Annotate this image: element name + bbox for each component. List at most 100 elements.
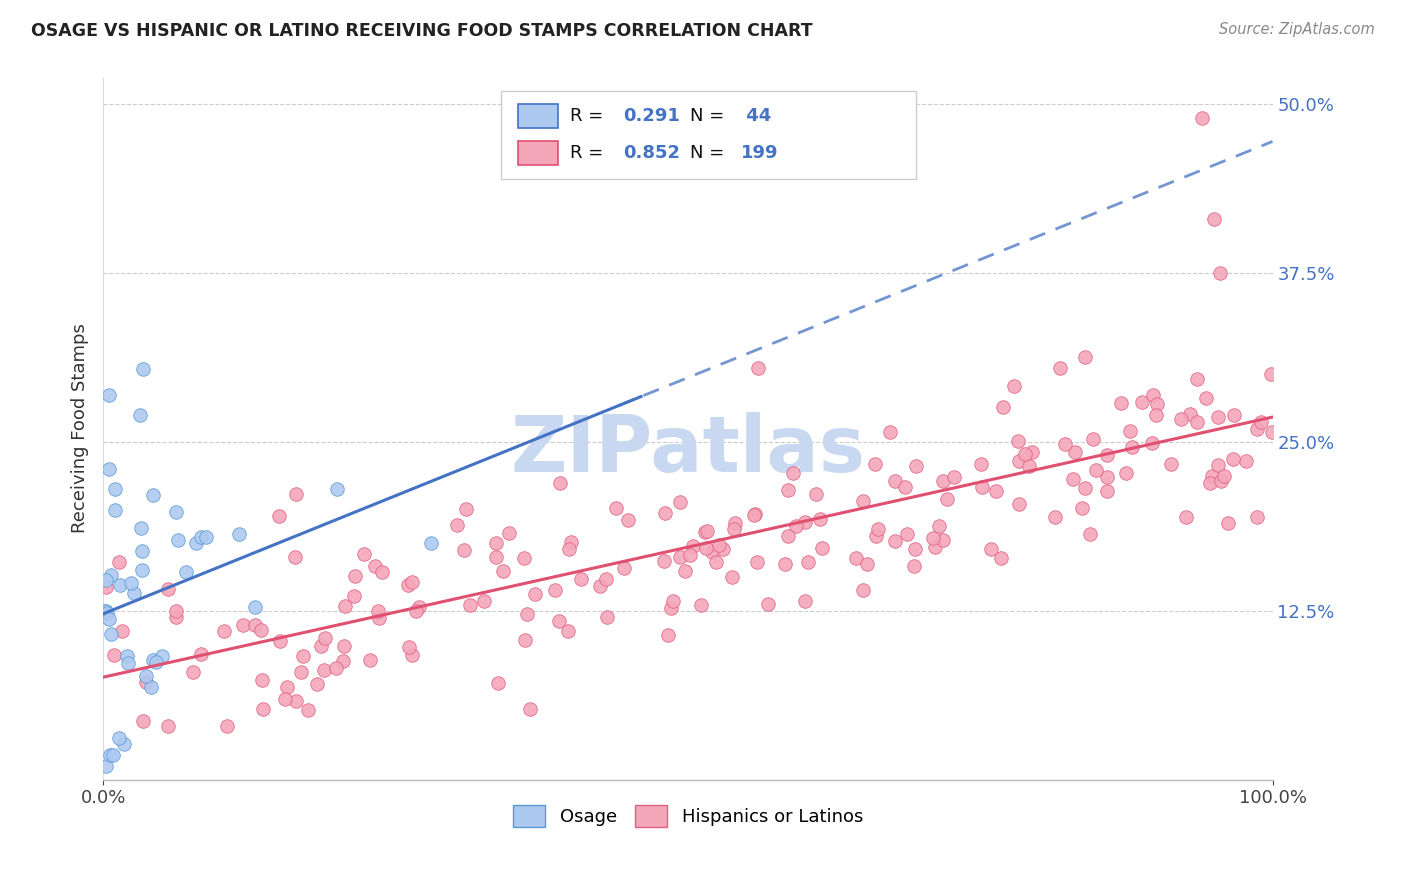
Point (132, 362, 155, 376)
Point (943, 470, 966, 484)
Point (367, 611, 389, 625)
Point (1018, 459, 1040, 474)
Point (1073, 481, 1095, 495)
Point (312, 663, 335, 677)
Point (100, 627, 122, 641)
Point (1195, 391, 1218, 405)
Point (1081, 432, 1104, 446)
Point (309, 639, 332, 653)
Point (1119, 424, 1142, 438)
Point (165, 610, 187, 624)
Point (723, 522, 745, 536)
Text: OSAGE VS HISPANIC OR LATINO RECEIVING FOOD STAMPS CORRELATION CHART: OSAGE VS HISPANIC OR LATINO RECEIVING FO… (31, 22, 813, 40)
Point (359, 653, 381, 667)
Point (747, 555, 769, 569)
Point (150, 649, 173, 664)
Point (605, 500, 627, 515)
Point (776, 483, 799, 498)
Point (883, 474, 905, 488)
Point (1199, 475, 1222, 490)
Point (314, 631, 336, 645)
Point (1212, 469, 1234, 483)
Point (1115, 466, 1137, 480)
Point (103, 648, 125, 662)
Point (243, 600, 266, 615)
Point (290, 665, 312, 679)
Point (122, 586, 145, 600)
Point (284, 487, 307, 501)
Point (112, 737, 135, 751)
Point (1174, 510, 1197, 524)
Point (903, 559, 925, 574)
Point (904, 459, 927, 474)
Point (856, 557, 879, 571)
Point (1170, 412, 1192, 426)
Point (115, 648, 138, 663)
Point (550, 475, 572, 490)
Point (371, 566, 394, 580)
Point (94, 759, 117, 773)
Point (1085, 463, 1108, 477)
Point (595, 610, 617, 624)
Y-axis label: Receiving Food Stamps: Receiving Food Stamps (72, 324, 89, 533)
Text: N =: N = (690, 144, 730, 161)
Point (558, 541, 581, 556)
Point (863, 457, 886, 471)
Point (1014, 447, 1036, 461)
Point (804, 487, 827, 501)
Point (335, 599, 357, 613)
Point (557, 624, 579, 638)
Point (292, 649, 315, 664)
Point (181, 665, 204, 680)
Point (157, 582, 180, 596)
Point (811, 541, 834, 555)
Point (492, 564, 515, 578)
Point (935, 492, 957, 507)
Point (1144, 408, 1167, 422)
Point (1074, 350, 1097, 364)
Point (252, 702, 274, 716)
Point (1246, 422, 1268, 436)
Point (1071, 500, 1094, 515)
Point (711, 542, 734, 557)
Point (353, 547, 375, 561)
Point (131, 563, 153, 577)
Point (1250, 415, 1272, 429)
Text: 0.852: 0.852 (623, 144, 681, 161)
Point (117, 656, 139, 670)
Text: N =: N = (690, 107, 730, 125)
Point (773, 557, 796, 571)
Point (284, 694, 307, 708)
Point (486, 675, 509, 690)
Point (970, 480, 993, 494)
Point (1206, 410, 1229, 425)
Point (1049, 360, 1071, 375)
Point (297, 702, 319, 716)
Point (668, 550, 690, 565)
Legend: Osage, Hispanics or Latinos: Osage, Hispanics or Latinos (505, 797, 870, 834)
Point (560, 534, 582, 549)
Point (401, 648, 423, 663)
Point (139, 680, 162, 694)
Text: ZIPatlas: ZIPatlas (510, 411, 865, 488)
Point (166, 533, 188, 547)
Point (135, 669, 157, 683)
Point (657, 628, 679, 642)
Point (845, 551, 868, 566)
Point (1078, 526, 1101, 541)
Point (456, 501, 478, 516)
Point (1007, 434, 1029, 449)
Point (991, 400, 1014, 414)
Point (896, 527, 918, 541)
Point (682, 539, 704, 553)
Point (662, 594, 685, 608)
Point (724, 516, 747, 530)
Point (1234, 454, 1257, 468)
Point (868, 522, 890, 536)
Point (690, 599, 713, 613)
Point (1109, 396, 1132, 410)
Point (217, 718, 239, 732)
Point (190, 530, 212, 544)
Point (980, 541, 1002, 556)
Point (367, 604, 389, 618)
